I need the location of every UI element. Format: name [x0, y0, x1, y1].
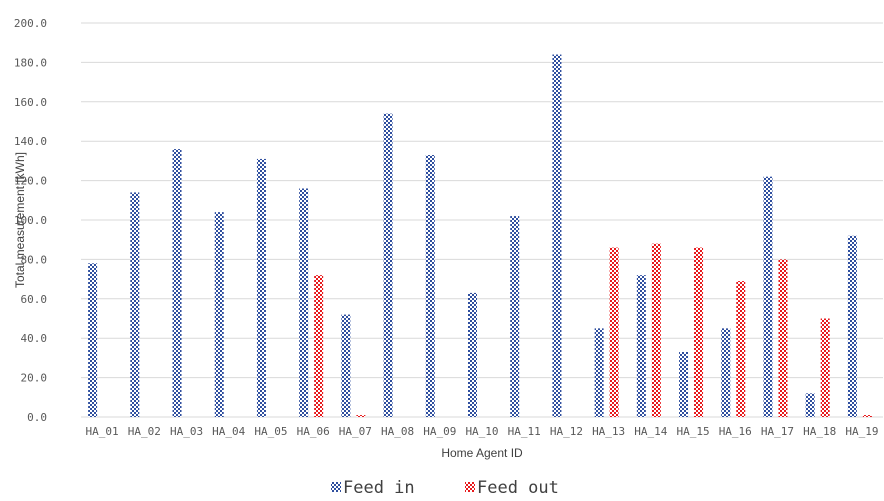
y-tick-label: 40.0: [21, 332, 48, 345]
x-tick-label: HA_19: [845, 425, 878, 438]
feed-in-bar: [763, 176, 773, 417]
feed-in-bar: [130, 192, 140, 417]
x-tick-label: HA_14: [634, 425, 667, 438]
legend-label: Feed in: [343, 478, 415, 498]
x-axis-ticks: HA_01 HA_02 HA_03 HA_04 HA_05 HA_06 HA_07 HA_08…: [86, 425, 879, 438]
x-tick-label: HA_04: [212, 425, 245, 438]
feed-in-bar: [88, 263, 98, 417]
feed-in-bar: [383, 113, 393, 418]
x-tick-label: HA_16: [719, 425, 752, 438]
x-tick-label: HA_03: [170, 425, 203, 438]
legend-swatch-feed-out: [465, 482, 475, 492]
y-axis-title: Total measurement [kWh]: [13, 152, 27, 288]
feed-in-bar: [172, 149, 182, 417]
feed-in-bar: [847, 235, 857, 417]
y-tick-label: 100.0: [14, 214, 47, 227]
feed-in-bar: [805, 393, 815, 417]
x-tick-label: HA_07: [339, 425, 372, 438]
x-axis-title: Home Agent ID: [441, 446, 523, 460]
y-tick-label: 0.0: [27, 411, 47, 424]
x-tick-label: HA_10: [465, 425, 498, 438]
x-tick-label: HA_05: [254, 425, 287, 438]
x-tick-label: HA_13: [592, 425, 625, 438]
y-tick-label: 200.0: [14, 17, 47, 30]
feed-in-bar: [636, 275, 646, 417]
x-tick-label: HA_12: [550, 425, 583, 438]
feed-in-bar: [468, 292, 477, 417]
feed-out-bar: [694, 247, 704, 417]
feed-in-bar: [721, 328, 731, 417]
x-tick-label: HA_08: [381, 425, 414, 438]
y-tick-label: 140.0: [14, 135, 47, 148]
x-tick-label: HA_11: [508, 425, 541, 438]
feed-out-bar: [820, 318, 830, 417]
x-tick-label: HA_15: [676, 425, 709, 438]
feed-out-bar: [651, 243, 661, 417]
x-tick-label: HA_01: [86, 425, 119, 438]
feed-in-bar: [425, 154, 435, 418]
feed-in-bar: [256, 158, 266, 417]
feed-out-bar: [862, 415, 872, 417]
x-tick-label: HA_18: [803, 425, 836, 438]
feed-in-bar: [679, 351, 689, 417]
y-tick-label: 60.0: [21, 293, 48, 306]
y-tick-label: 120.0: [14, 175, 47, 188]
feed-out-bar: [314, 275, 324, 417]
y-tick-label: 80.0: [21, 253, 48, 266]
feed-in-bar: [214, 212, 224, 417]
x-tick-label: HA_06: [297, 425, 330, 438]
legend-label: Feed out: [477, 478, 559, 498]
x-tick-label: HA_17: [761, 425, 794, 438]
gridlines: [81, 22, 883, 418]
feed-in-bar: [341, 314, 351, 417]
feed-in-bar: [510, 216, 520, 417]
x-tick-label: HA_02: [128, 425, 161, 438]
feed-in-bar: [552, 54, 562, 418]
y-tick-label: 160.0: [14, 96, 47, 109]
legend: Feed in Feed out: [331, 478, 559, 498]
feed-out-bar: [778, 259, 788, 417]
feed-in-bar: [594, 328, 604, 417]
bars: [88, 54, 872, 418]
feed-out-bar: [356, 415, 366, 417]
y-axis-ticks: 0.0 20.0 40.0 60.0 80.0 100.0 120.0 140.0 160.0 1…: [14, 17, 47, 424]
x-tick-label: HA_09: [423, 425, 456, 438]
feed-out-bar: [609, 247, 619, 417]
feed-out-bar: [736, 281, 746, 417]
legend-swatch-feed-in: [331, 482, 341, 492]
feed-in-bar: [299, 188, 309, 417]
y-tick-label: 180.0: [14, 56, 47, 69]
y-tick-label: 20.0: [21, 372, 48, 385]
